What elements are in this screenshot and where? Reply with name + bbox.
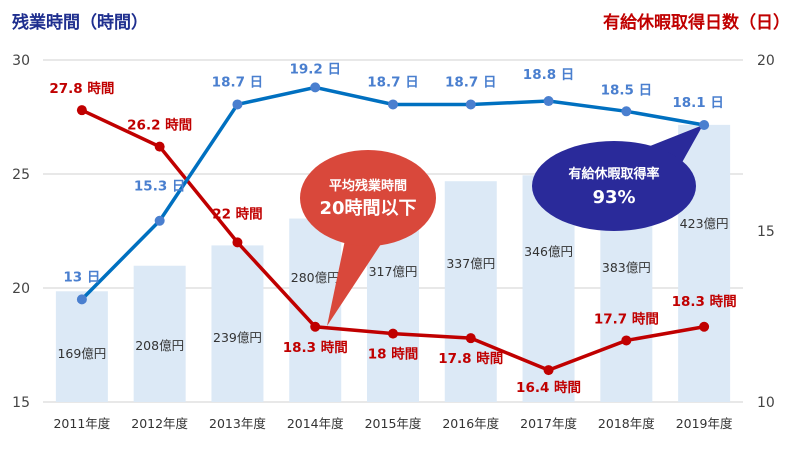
leave-point xyxy=(232,99,243,110)
bar-label: 423億円 xyxy=(680,216,729,231)
right-tick-label: 20 xyxy=(757,53,775,69)
overtime-data-label: 18.3 時間 xyxy=(283,339,348,356)
leave-data-label: 18.7 日 xyxy=(212,74,264,90)
callout-tail xyxy=(327,238,385,326)
callout-overtime xyxy=(300,150,436,246)
overtime-point xyxy=(76,105,87,116)
x-tick-label: 2015年度 xyxy=(365,416,422,431)
leave-point xyxy=(621,106,632,117)
x-tick-label: 2012年度 xyxy=(131,416,188,431)
left-axis-title: 残業時間（時間） xyxy=(12,13,148,33)
bar-label: 208億円 xyxy=(135,338,184,353)
x-tick-label: 2017年度 xyxy=(520,416,577,431)
leave-data-label: 13 日 xyxy=(63,269,100,285)
bar xyxy=(55,291,108,402)
bar-label: 169億円 xyxy=(57,346,106,361)
overtime-point xyxy=(232,237,243,248)
bar-label: 383億円 xyxy=(602,260,651,275)
bar xyxy=(133,265,186,402)
bar xyxy=(211,245,264,402)
left-tick-label: 25 xyxy=(12,167,30,183)
leave-point xyxy=(543,96,554,107)
overtime-data-label: 27.8 時間 xyxy=(49,80,114,97)
overtime-data-label: 17.7 時間 xyxy=(594,310,659,327)
overtime-point xyxy=(621,335,632,346)
x-tick-label: 2013年度 xyxy=(209,416,266,431)
overtime-data-label: 18 時間 xyxy=(368,346,419,363)
left-tick-label: 30 xyxy=(12,53,30,69)
left-tick-label: 20 xyxy=(12,281,30,297)
overtime-point xyxy=(699,321,710,332)
overtime-data-label: 22 時間 xyxy=(212,205,263,222)
x-tick-label: 2018年度 xyxy=(598,416,655,431)
leave-point xyxy=(388,99,398,110)
overtime-point xyxy=(465,333,476,344)
callout-line1: 有給休暇取得率 xyxy=(568,166,659,182)
left-tick-label: 15 xyxy=(12,395,30,411)
bar-label: 280億円 xyxy=(291,270,340,285)
leave-data-label: 19.2 日 xyxy=(289,61,341,77)
leave-data-label: 18.1 日 xyxy=(672,95,724,111)
callout-line2: 20時間以下 xyxy=(319,198,416,219)
right-tick-label: 10 xyxy=(757,395,775,411)
overtime-point xyxy=(310,321,321,332)
x-tick-label: 2011年度 xyxy=(53,416,110,431)
callout-leave xyxy=(532,141,696,231)
bar-label: 317億円 xyxy=(369,264,418,279)
x-tick-label: 2019年度 xyxy=(676,416,733,431)
overtime-point xyxy=(543,365,554,376)
leave-point xyxy=(154,215,165,226)
leave-point xyxy=(310,82,321,93)
overtime-data-label: 18.3 時間 xyxy=(672,293,737,310)
leave-data-label: 15.3 日 xyxy=(134,179,186,195)
leave-point xyxy=(465,99,476,110)
overtime-data-label: 26.2 時間 xyxy=(127,117,192,134)
right-axis-title: 有給休暇取得日数（日） xyxy=(603,13,790,33)
callout-line2: 93% xyxy=(592,187,635,208)
bar-label: 239億円 xyxy=(213,330,262,345)
bar xyxy=(444,181,497,402)
leave-data-label: 18.7 日 xyxy=(367,74,419,90)
overtime-point xyxy=(154,141,165,152)
callout-line1: 平均残業時間 xyxy=(329,178,407,194)
callout-tail xyxy=(640,125,703,175)
overtime-point xyxy=(388,328,398,339)
overtime-data-label: 16.4 時間 xyxy=(516,379,581,396)
x-tick-label: 2014年度 xyxy=(287,416,344,431)
leave-data-label: 18.7 日 xyxy=(445,74,497,90)
leave-data-label: 18.8 日 xyxy=(523,67,575,83)
x-tick-label: 2016年度 xyxy=(442,416,499,431)
leave-data-label: 18.5 日 xyxy=(601,82,653,98)
overtime-data-label: 17.8 時間 xyxy=(438,350,503,367)
right-tick-label: 15 xyxy=(757,224,775,240)
leave-point xyxy=(76,294,87,305)
bar-label: 337億円 xyxy=(446,256,495,271)
bar-label: 346億円 xyxy=(524,244,573,259)
leave-point xyxy=(699,119,710,130)
